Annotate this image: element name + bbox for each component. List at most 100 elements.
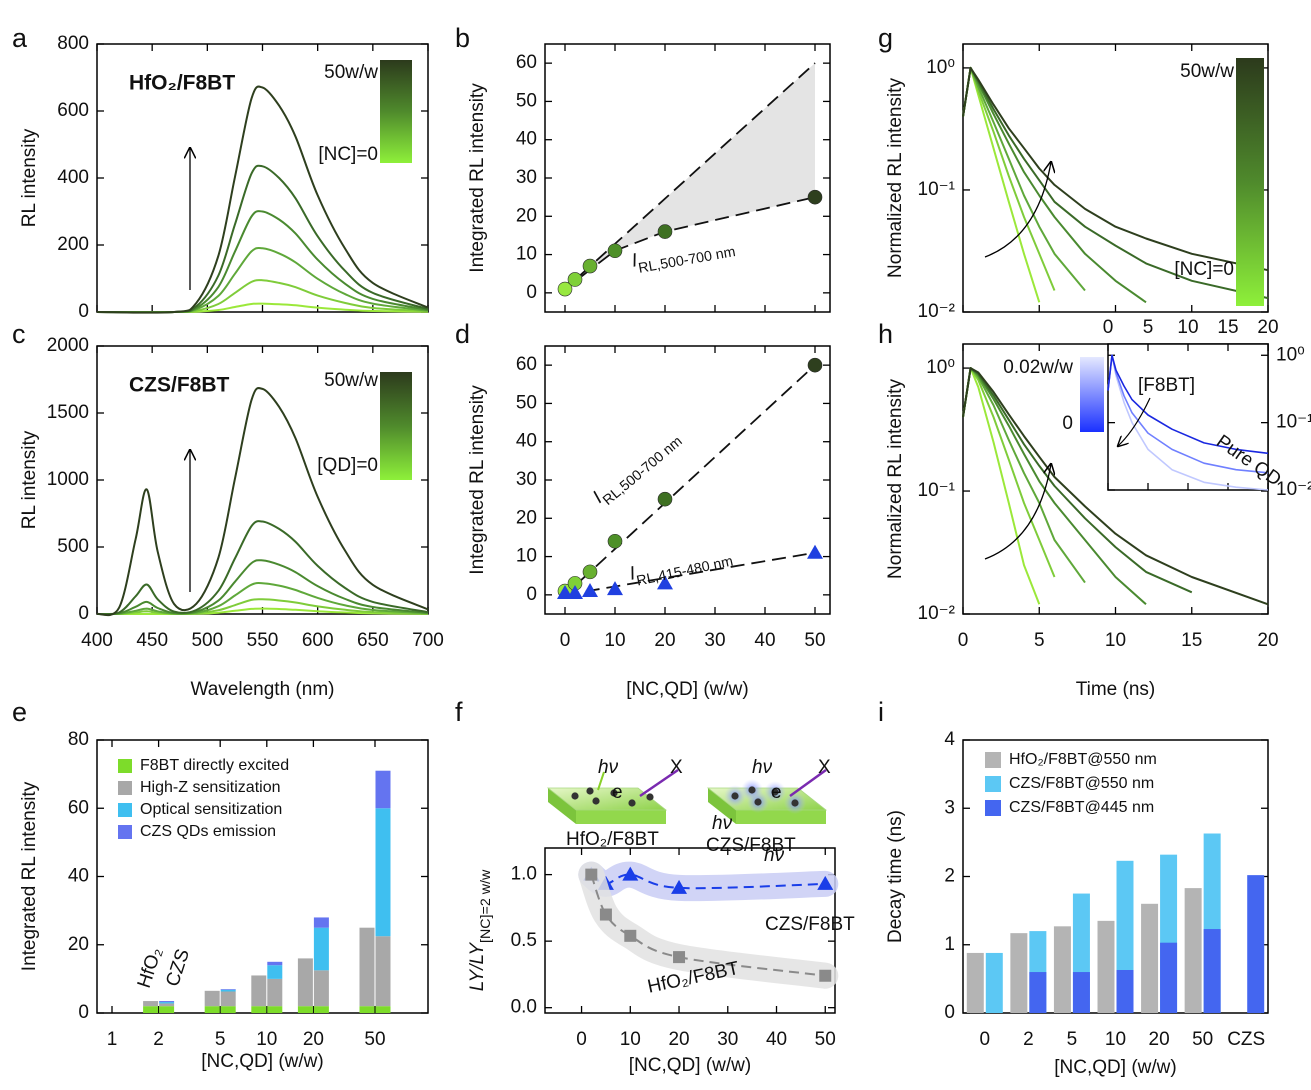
y-tick-label: 0.5: [511, 930, 537, 951]
guide-line: [564, 551, 816, 596]
legend-swatch: [118, 803, 132, 817]
x-tick-label: 500: [191, 630, 223, 651]
marker: [657, 491, 673, 507]
bar: [1160, 942, 1178, 1013]
x-tick-label: 20: [1257, 317, 1278, 338]
bar-segment: [159, 1006, 175, 1013]
legend-swatch: [118, 759, 132, 773]
data-line: [96, 607, 429, 616]
y-tick-label: 40: [516, 129, 537, 150]
x-tick-label: 20: [1257, 630, 1278, 651]
x-tick-label: 10: [1105, 1029, 1126, 1050]
legend-swatch: [985, 776, 1001, 792]
quantum-dot: [748, 786, 756, 794]
bar-segment: [375, 936, 391, 1007]
y-axis-label: Normalized RL intensity: [885, 78, 906, 278]
bar-segment: [359, 927, 375, 1007]
legend-swatch: [985, 752, 1001, 768]
colorbar: [380, 372, 412, 480]
colorbar-label: [NC]=0: [1174, 259, 1234, 280]
x-tick-label: 0: [576, 1029, 587, 1050]
photon-label: hν: [598, 757, 619, 778]
y-tick-label: 10⁻¹: [1276, 412, 1311, 433]
bar: [1184, 888, 1202, 1013]
bar-segment: [220, 989, 236, 990]
bar: [1141, 903, 1159, 1013]
y-tick-label: 20: [516, 205, 537, 226]
y-tick-label: 1: [944, 934, 955, 955]
y-tick-label: 0: [78, 301, 89, 322]
bar: [1247, 875, 1265, 1013]
bar-segment: [313, 970, 329, 1007]
bar-segment: [267, 1006, 283, 1013]
data-line: [962, 66, 1056, 291]
nanocrystal: [571, 792, 579, 800]
bar: [1029, 972, 1047, 1013]
data-line: [96, 279, 429, 314]
marker: [807, 544, 823, 559]
colorbar-label: [QD]=0: [317, 455, 378, 476]
y-tick-label: 400: [57, 167, 89, 188]
marker: [807, 189, 823, 205]
y-tick-label: 10: [516, 546, 537, 567]
y-axis-label: Integrated RL intensity: [467, 83, 488, 273]
group-label: HfO₂: [134, 945, 167, 991]
y-axis-label: RL intensity: [19, 128, 40, 227]
x-tick-label: 10: [604, 630, 625, 651]
marker: [582, 258, 598, 274]
plot-frame: [544, 847, 836, 1014]
transfer-label: hν: [712, 813, 733, 834]
marker: [567, 272, 583, 287]
nanocrystal: [646, 793, 654, 801]
data-line: [96, 520, 429, 616]
y-tick-label: 1.0: [511, 864, 537, 885]
legend-label: CZS QDs emission: [140, 823, 276, 840]
bar: [1097, 920, 1115, 1013]
y-tick-label: 10⁰: [926, 357, 955, 378]
x-tick-label: 1: [107, 1029, 118, 1050]
panel-title: HfO₂/F8BT: [129, 72, 235, 95]
data-line: [96, 387, 429, 617]
series-label: CZS/F8BT: [765, 914, 855, 935]
x-tick-label: 700: [412, 630, 444, 651]
legend-swatch: [118, 781, 132, 795]
schematic-name: CZS/F8BT: [706, 835, 796, 856]
colorbar: [1236, 58, 1264, 306]
y-tick-label: 80: [68, 729, 89, 750]
x-tick-label: 40: [766, 1029, 787, 1050]
x-tick-label: 5: [1143, 317, 1154, 338]
xray-label: X: [818, 757, 831, 778]
y-tick-label: 10⁻¹: [918, 480, 956, 501]
marker: [607, 243, 623, 259]
annotation: IRL,415-480 nm: [628, 543, 735, 591]
marker: [567, 584, 583, 599]
marker: [624, 929, 637, 942]
colorbar-label: 50w/w: [1180, 61, 1234, 82]
y-tick-label: 1000: [47, 469, 89, 490]
y-axis-label: Normalized RL intensity: [885, 379, 906, 579]
x-axis-label: [NC,QD] (w/w): [201, 1051, 323, 1072]
bar: [1116, 970, 1134, 1013]
x-tick-label: 20: [1149, 1029, 1170, 1050]
marker: [582, 583, 598, 598]
y-tick-label: 10⁰: [926, 57, 955, 78]
x-tick-label: 0: [979, 1029, 990, 1050]
y-tick-label: 2: [944, 866, 955, 887]
bar-segment: [220, 1006, 236, 1013]
x-tick-label: 5: [215, 1029, 226, 1050]
bar-segment: [220, 989, 236, 992]
bar: [985, 952, 1003, 1013]
marker: [557, 281, 573, 297]
y-tick-label: 20: [516, 507, 537, 528]
x-axis-label: [NC,QD] (w/w): [626, 679, 748, 700]
data-line: [96, 582, 429, 616]
legend-swatch: [118, 825, 132, 839]
y-tick-label: 0: [944, 1002, 955, 1023]
marker: [622, 866, 639, 881]
x-tick-label: 20: [303, 1029, 324, 1050]
bar-segment: [159, 1001, 175, 1003]
x-tick-label: 15: [1217, 317, 1238, 338]
x-tick-label: 650: [357, 630, 389, 651]
y-axis-label: LY/LY[NC]=2 w/w: [467, 869, 494, 991]
y-tick-label: 800: [57, 33, 89, 54]
